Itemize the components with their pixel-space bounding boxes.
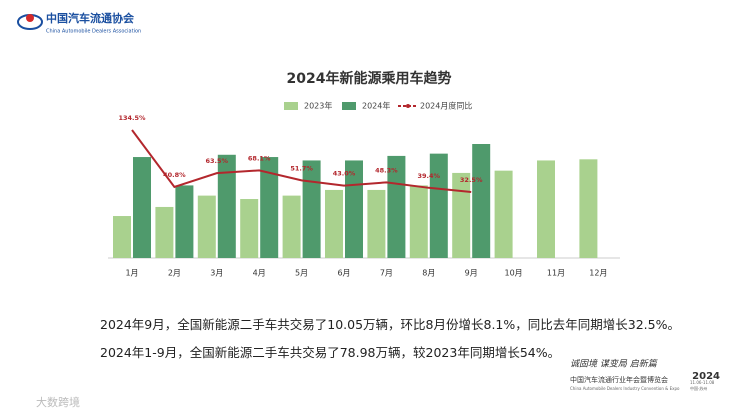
legend-label: 2024年 (362, 101, 390, 111)
legend-swatch (342, 102, 356, 110)
legend-label: 2024月度同比 (420, 101, 472, 111)
bar (429, 153, 448, 258)
x-tick-label: 2月 (168, 269, 181, 278)
x-tick-label: 10月 (505, 269, 523, 278)
bar (302, 160, 321, 258)
bar (325, 189, 343, 258)
bar (240, 199, 259, 258)
legend-swatch (406, 104, 410, 108)
x-tick-label: 6月 (337, 269, 350, 278)
x-tick-label: 4月 (253, 269, 266, 278)
x-tick-label: 11月 (547, 269, 565, 278)
legend-label: 2023年 (304, 101, 332, 111)
bar (409, 185, 428, 258)
x-tick-label: 1月 (125, 269, 138, 278)
event: 中国汽车流通行业年会暨博览会 (570, 375, 668, 384)
bar (175, 185, 194, 258)
x-tick-label: 9月 (465, 269, 478, 278)
bar (452, 172, 471, 258)
chart-title: 2024年新能源乘用车趋势 (287, 70, 452, 87)
x-tick-label: 3月 (210, 269, 223, 278)
x-tick-label: 5月 (295, 269, 308, 278)
data-label: 43.0% (333, 170, 356, 178)
dates: 11.06-11.08 (690, 380, 715, 385)
data-label: 48.3% (375, 166, 398, 174)
bar (579, 159, 598, 258)
data-label: 63.5% (206, 157, 229, 165)
data-label: 68.1% (248, 154, 271, 162)
slogan: 诚固境 谋变局 启新篇 (570, 359, 659, 370)
bar (260, 157, 279, 258)
legend-swatch (284, 102, 298, 110)
paragraph: 2024年9月，全国新能源二手车共交易了10.05万辆，环比8月份增长8.1%，… (100, 317, 680, 332)
bar (387, 155, 406, 258)
logo-dot (26, 14, 34, 22)
x-tick-label: 8月 (422, 269, 435, 278)
bar (217, 154, 236, 258)
data-label: 40.8% (163, 171, 186, 179)
data-label: 39.4% (418, 172, 441, 180)
data-label: 32.5% (460, 176, 483, 184)
line (131, 129, 472, 193)
place: 中国·苏州 (690, 385, 707, 391)
paragraph: 2024年1-9月，全国新能源二手车共交易了78.98万辆，较2023年同期增长… (100, 345, 561, 360)
event-en: China Automobile Dealers Industry Conven… (570, 386, 680, 391)
org-en: China Automobile Dealers Association (46, 29, 141, 35)
org: 中国汽车流通协会 (46, 11, 135, 25)
bar (282, 195, 301, 258)
x-tick-label: 7月 (380, 269, 393, 278)
bar (494, 170, 513, 258)
data-label: 51.7% (290, 164, 313, 172)
bar (197, 195, 216, 258)
bar (472, 144, 491, 258)
bar (155, 206, 174, 258)
data-label: 134.5% (118, 114, 146, 122)
bar (537, 160, 555, 258)
bar (133, 157, 151, 258)
bar (367, 189, 386, 258)
year: 2024 (692, 371, 720, 382)
x-tick-label: 12月 (589, 269, 607, 278)
bar (113, 216, 131, 258)
watermark: 大数跨境 (36, 395, 80, 409)
